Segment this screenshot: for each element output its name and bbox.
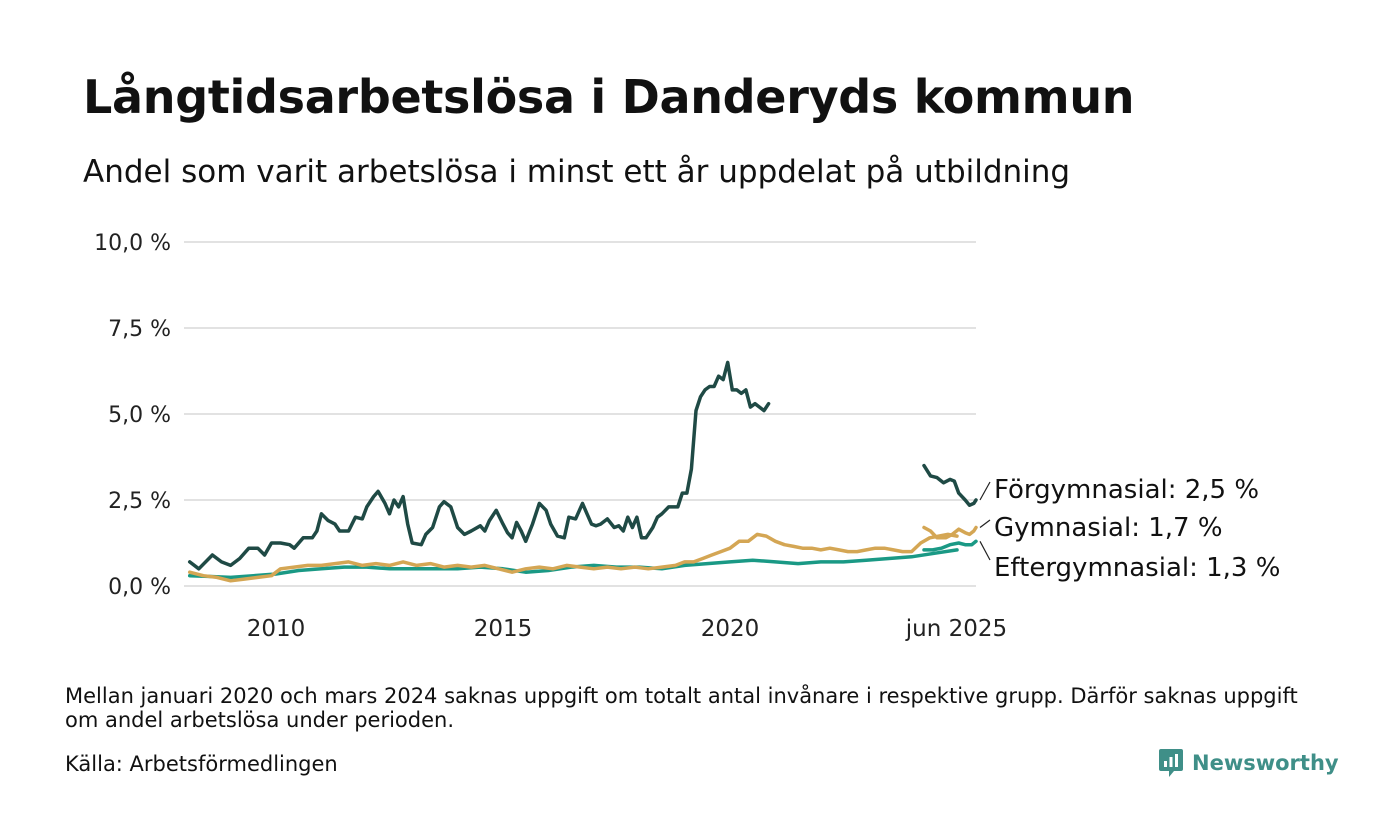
y-axis: 0,0 % 2,5 % 5,0 % 7,5 % 10,0 % bbox=[94, 231, 171, 600]
bar-chart-icon bbox=[1159, 749, 1183, 777]
x-tick-label: 2020 bbox=[701, 616, 760, 642]
x-axis: 2010 2015 2020 jun 2025 bbox=[247, 616, 1007, 642]
series-end-labels: Förgymnasial: 2,5 % Gymnasial: 1,7 % Efter… bbox=[979, 475, 1280, 583]
x-tick-label: jun 2025 bbox=[905, 616, 1007, 642]
x-tick-label: 2010 bbox=[247, 616, 306, 642]
y-tick-label: 10,0 % bbox=[94, 231, 171, 256]
series-line-förgymnasial-main bbox=[187, 360, 771, 571]
x-tick-label: 2015 bbox=[474, 616, 533, 642]
brand-name: Newsworthy bbox=[1192, 751, 1339, 775]
y-tick-label: 2,5 % bbox=[108, 489, 171, 514]
y-tick-label: 0,0 % bbox=[108, 575, 171, 600]
label-leader-line bbox=[979, 481, 991, 501]
series-label-förgymnasial: Förgymnasial: 2,5 % bbox=[994, 475, 1259, 505]
series-line-förgymnasial-recent bbox=[922, 463, 978, 507]
grid-lines bbox=[184, 241, 976, 587]
y-tick-label: 5,0 % bbox=[108, 403, 171, 428]
series-line-eftergymnasial-main bbox=[187, 548, 959, 580]
newsworthy-logo: Newsworthy bbox=[1158, 748, 1339, 778]
y-tick-label: 7,5 % bbox=[108, 317, 171, 342]
footnote: Mellan januari 2020 och mars 2024 saknas… bbox=[65, 684, 1298, 732]
chart-title: Långtidsarbetslösa i Danderyds kommun bbox=[83, 70, 1135, 124]
series-lines bbox=[187, 360, 978, 583]
series-label-gymnasial: Gymnasial: 1,7 % bbox=[994, 513, 1223, 543]
line-chart: 0,0 % 2,5 % 5,0 % 7,5 % 10,0 % 2010 2015 2020 j… bbox=[94, 231, 1280, 642]
source-note: Källa: Arbetsförmedlingen bbox=[65, 752, 338, 776]
series-line-gymnasial-recent bbox=[922, 525, 978, 540]
series-label-eftergymnasial: Eftergymnasial: 1,3 % bbox=[994, 553, 1280, 583]
label-leader-line bbox=[979, 540, 991, 561]
chart-subtitle: Andel som varit arbetslösa i minst ett å… bbox=[83, 154, 1071, 190]
series-line-eftergymnasial-recent bbox=[922, 539, 978, 552]
series-line-gymnasial-main bbox=[187, 532, 959, 583]
label-leader-line bbox=[979, 519, 991, 528]
